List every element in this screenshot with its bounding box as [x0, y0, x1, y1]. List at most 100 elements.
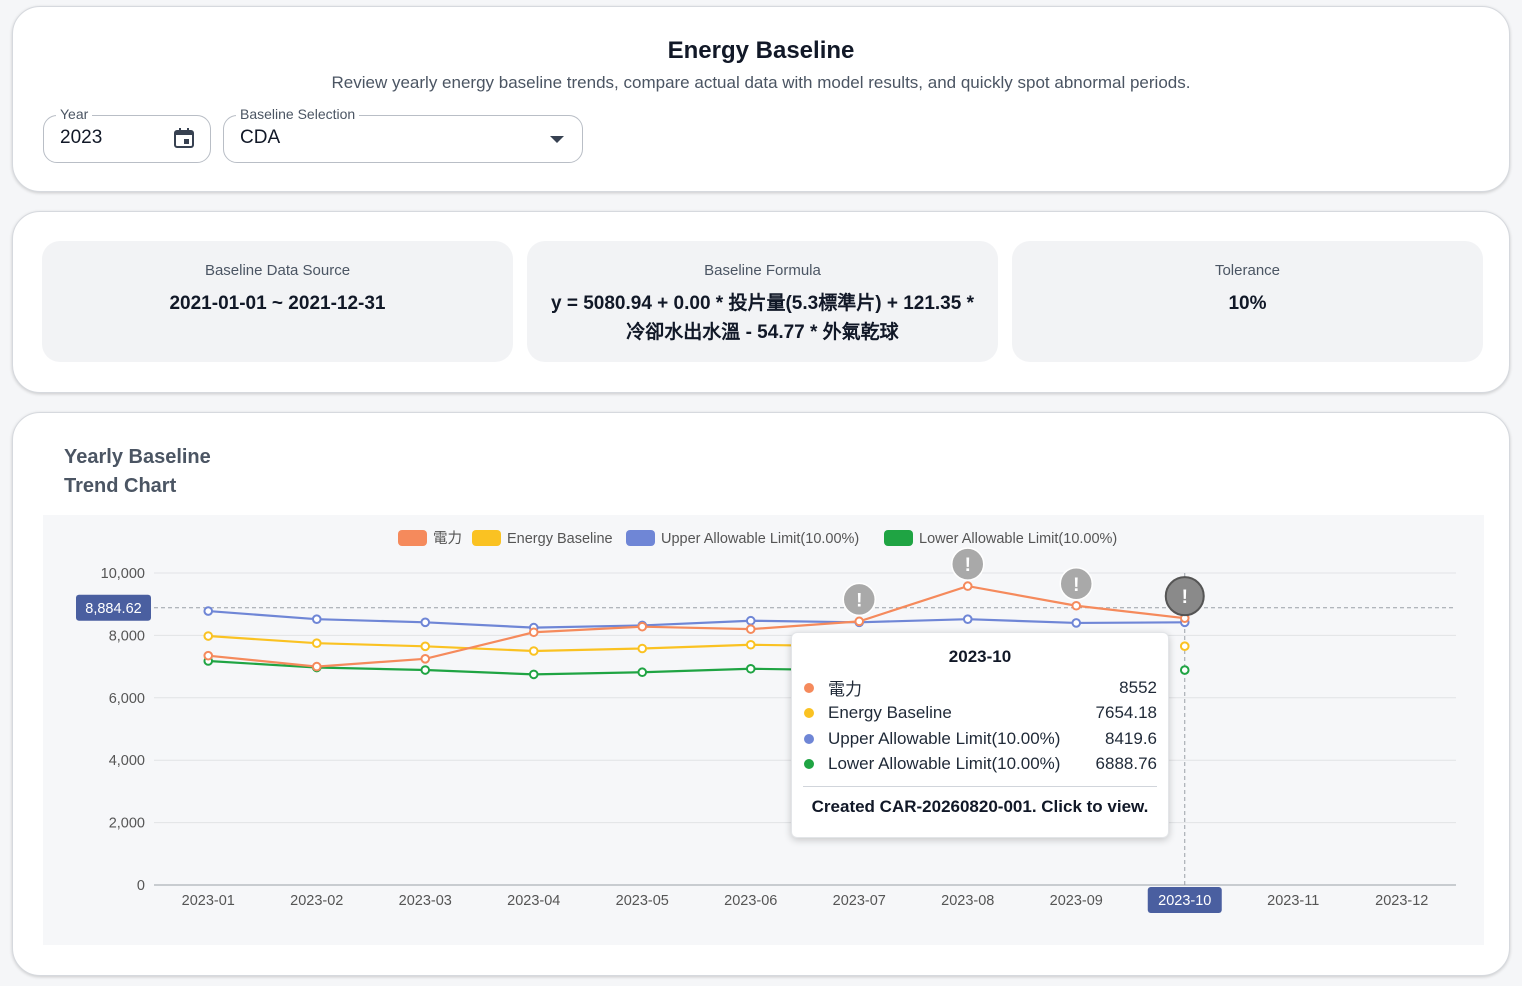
tooltip-title: 2023-10: [948, 647, 1012, 666]
x-tick-label: 2023-11: [1267, 893, 1319, 909]
tooltip-series-name: Energy Baseline: [828, 703, 952, 723]
series-line: [208, 584, 1185, 668]
data-point[interactable]: [528, 646, 539, 656]
x-tick-label: 2023-12: [1375, 893, 1428, 909]
data-point[interactable]: [420, 654, 431, 664]
tooltip-series-dot: [804, 759, 814, 770]
tooltip-row: 電力 8552: [803, 675, 1157, 701]
alert-icon-glyph: !: [856, 590, 862, 611]
x-tick-label: 2023-08: [941, 893, 994, 909]
data-point[interactable]: [745, 615, 756, 626]
tooltip-series-name: 電力: [828, 680, 862, 700]
formula-value: y = 5080.94 + 0.00 * 投片量(5.3標準片) + 121.3…: [551, 293, 974, 343]
data-point[interactable]: [420, 665, 431, 675]
x-tick-label: 2023-01: [182, 893, 235, 909]
tooltip-series-dot: [804, 708, 814, 719]
data-point[interactable]: [1179, 641, 1190, 651]
tooltip-series-name: Lower Allowable Limit(10.00%): [828, 754, 1061, 774]
data-point[interactable]: [203, 606, 214, 616]
tooltip-series-dot: [804, 682, 814, 693]
alert-icon-glyph: !: [965, 555, 971, 576]
baseline-select[interactable]: Baseline Selection CDA: [223, 106, 583, 163]
data-point[interactable]: [1071, 600, 1082, 611]
legend-label[interactable]: Lower Allowable Limit(10.00%): [919, 531, 1117, 547]
x-tick-label: 2023-02: [290, 893, 343, 909]
y-tick-label: 10,000: [101, 566, 145, 582]
data-source-value: 2021-01-01 ~ 2021-12-31: [169, 293, 386, 314]
legend-swatch[interactable]: [884, 530, 913, 546]
trend-chart[interactable]: 電力 Energy Baseline Upper Allowable Limit(1…: [43, 515, 1484, 945]
data-point[interactable]: [203, 650, 214, 661]
data-point[interactable]: [745, 624, 756, 634]
tooltip-series-value: 8419.6: [1105, 728, 1157, 748]
data-point[interactable]: [311, 638, 322, 648]
crosshair-y-badge: [76, 594, 151, 621]
tooltip-car-link[interactable]: Created CAR-20260820-001. Click to view.: [811, 797, 1149, 816]
x-tick-highlight: [1147, 887, 1222, 913]
data-point[interactable]: [637, 667, 648, 678]
chart-title: Yearly Baseline Trend Chart: [64, 446, 211, 497]
tolerance-value: 10%: [1228, 293, 1267, 314]
data-point[interactable]: [528, 627, 539, 638]
crosshair-y-label: 8,884.62: [85, 601, 141, 617]
y-tick-label: 4,000: [109, 753, 145, 769]
tooltip-series-value: 7654.18: [1095, 703, 1157, 723]
tooltip-row: Lower Allowable Limit(10.00%) 6888.76: [803, 752, 1157, 778]
data-point[interactable]: [637, 643, 648, 654]
alert-icon[interactable]: [1164, 576, 1205, 617]
data-point[interactable]: [854, 616, 865, 627]
data-point[interactable]: [1179, 665, 1190, 675]
alert-icon[interactable]: [951, 547, 985, 581]
data-point[interactable]: [962, 581, 973, 591]
data-source-label: Baseline Data Source: [204, 262, 351, 279]
chart-card: Yearly Baseline Trend Chart 電力 Energy Bas…: [12, 412, 1510, 976]
x-tick-label: 2023-09: [1050, 893, 1103, 909]
data-point[interactable]: [311, 661, 322, 672]
data-point[interactable]: [1071, 618, 1082, 628]
info-card: Baseline Data Source 2021-01-01 ~ 2021-1…: [12, 211, 1510, 393]
baseline-value: CDA: [240, 127, 281, 148]
page-subtitle: Review yearly energy baseline trends, co…: [331, 73, 1191, 92]
data-point[interactable]: [420, 617, 431, 628]
tooltip-series-value: 6888.76: [1095, 754, 1157, 774]
y-tick-label: 8,000: [109, 628, 145, 644]
chevron-down-icon[interactable]: [550, 136, 564, 143]
legend-swatch[interactable]: [398, 530, 427, 546]
legend-label[interactable]: Upper Allowable Limit(10.00%): [661, 531, 859, 547]
formula-box: Baseline Formula y = 5080.94 + 0.00 * 投片…: [527, 241, 998, 362]
legend-label[interactable]: Energy Baseline: [507, 531, 613, 547]
x-tick-label: 2023-06: [724, 893, 777, 909]
y-tick-label: 0: [137, 878, 145, 894]
legend-swatch[interactable]: [626, 530, 655, 546]
legend-swatch[interactable]: [472, 530, 501, 546]
series-line: [208, 609, 1185, 629]
x-tick-label: 2023-04: [507, 893, 560, 909]
calendar-icon[interactable]: [172, 126, 196, 150]
data-source-box: Baseline Data Source 2021-01-01 ~ 2021-1…: [42, 241, 513, 362]
alert-icon[interactable]: [1059, 567, 1093, 601]
trend-chart-svg[interactable]: 電力 Energy Baseline Upper Allowable Limit(1…: [43, 515, 1484, 945]
year-value: 2023: [60, 127, 103, 148]
data-point[interactable]: [420, 641, 431, 652]
y-tick-label: 6,000: [109, 691, 145, 707]
data-point[interactable]: [528, 669, 539, 680]
baseline-label: Baseline Selection: [236, 106, 360, 122]
alert-icon-glyph: !: [1182, 587, 1188, 608]
year-picker[interactable]: Year 2023: [43, 106, 211, 163]
x-tick-label: 2023-03: [399, 893, 452, 909]
chart-tooltip[interactable]: 2023-10 電力 8552 Energy Baseline 7654.18 Uppe…: [791, 632, 1169, 838]
data-point[interactable]: [311, 614, 322, 624]
data-point[interactable]: [745, 639, 756, 650]
data-point[interactable]: [962, 614, 973, 624]
data-point[interactable]: [745, 663, 756, 674]
data-point[interactable]: [637, 621, 648, 632]
tolerance-label: Tolerance: [1214, 262, 1281, 279]
legend-label[interactable]: 電力: [433, 530, 462, 547]
tolerance-box: Tolerance 10%: [1012, 241, 1483, 362]
tooltip-series-dot: [804, 733, 814, 744]
formula-label: Baseline Formula: [704, 262, 821, 279]
alert-icon-glyph: !: [1073, 575, 1079, 596]
data-point[interactable]: [203, 631, 214, 641]
page-title: Energy Baseline: [667, 37, 855, 64]
alert-icon[interactable]: [842, 582, 876, 617]
